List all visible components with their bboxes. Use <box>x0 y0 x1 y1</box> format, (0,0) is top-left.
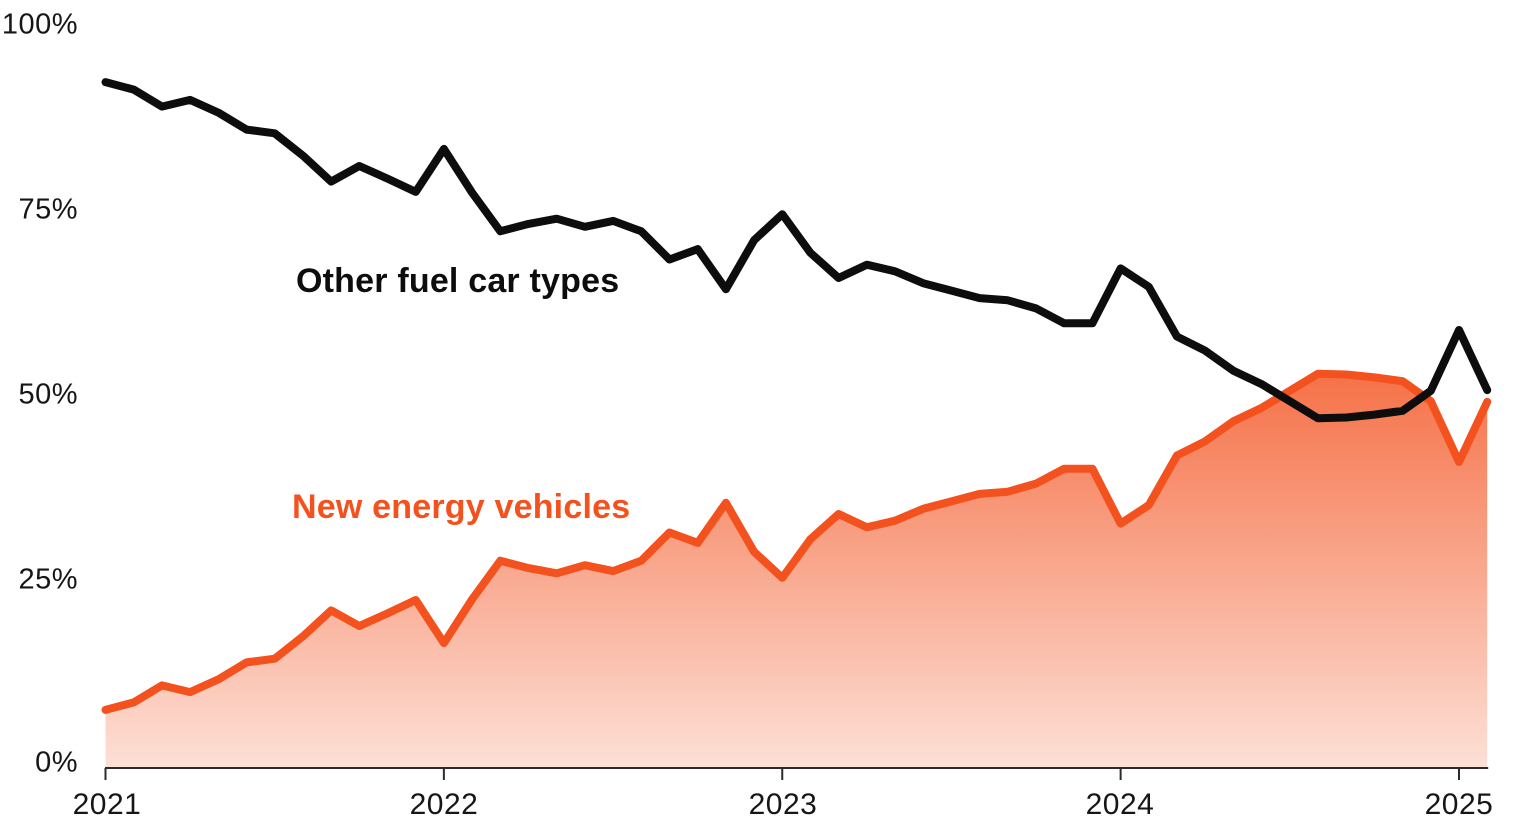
y-tick-100: 100% <box>1 8 78 41</box>
x-tick-2024: 2024 <box>1085 788 1155 821</box>
x-tick-2021: 2021 <box>72 788 142 821</box>
x-axis-ticks <box>104 768 1460 780</box>
y-tick-50: 50% <box>18 378 78 411</box>
x-tick-2025: 2025 <box>1424 788 1494 821</box>
nev-area-fill <box>105 373 1488 767</box>
nev-series-label: New energy vehicles <box>292 488 631 526</box>
y-tick-0: 0% <box>35 746 78 779</box>
y-tick-25: 25% <box>18 563 78 596</box>
x-tick-2023: 2023 <box>748 788 818 821</box>
y-tick-75: 75% <box>18 193 78 226</box>
nev-line <box>101 369 1492 714</box>
other-fuel-series-label: Other fuel car types <box>296 262 620 300</box>
other-fuel-line <box>101 78 1492 423</box>
x-tick-2022: 2022 <box>409 788 479 821</box>
